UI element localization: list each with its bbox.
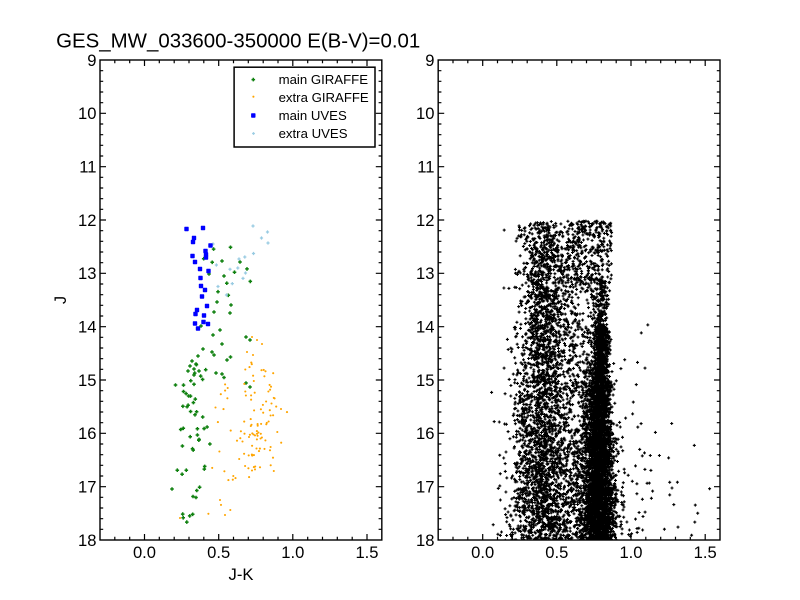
svg-text:12: 12 — [416, 211, 434, 230]
svg-text:11: 11 — [417, 158, 434, 177]
svg-text:1.0: 1.0 — [619, 543, 642, 562]
svg-text:extra UVES: extra UVES — [279, 126, 348, 141]
svg-text:0.0: 0.0 — [133, 543, 156, 562]
svg-text:15: 15 — [78, 371, 96, 390]
svg-text:extra GIRAFFE: extra GIRAFFE — [279, 90, 369, 105]
svg-text:17: 17 — [78, 478, 96, 497]
svg-text:18: 18 — [78, 531, 96, 550]
svg-text:1.5: 1.5 — [355, 543, 378, 562]
svg-text:14: 14 — [416, 318, 434, 337]
svg-text:13: 13 — [78, 264, 96, 283]
svg-text:9: 9 — [87, 51, 96, 70]
svg-text:10: 10 — [78, 104, 96, 123]
svg-text:1.5: 1.5 — [694, 543, 717, 562]
svg-text:0.5: 0.5 — [545, 543, 568, 562]
svg-text:14: 14 — [78, 318, 96, 337]
svg-text:10: 10 — [416, 104, 434, 123]
svg-text:J-K: J-K — [229, 565, 254, 584]
svg-text:J: J — [51, 296, 70, 304]
svg-text:main UVES: main UVES — [279, 108, 347, 123]
svg-text:16: 16 — [416, 424, 434, 443]
svg-text:18: 18 — [416, 531, 434, 550]
svg-text:15: 15 — [416, 371, 434, 390]
svg-text:17: 17 — [416, 478, 434, 497]
svg-text:16: 16 — [78, 424, 96, 443]
svg-text:13: 13 — [416, 264, 434, 283]
svg-text:0.5: 0.5 — [207, 543, 230, 562]
svg-text:11: 11 — [79, 158, 96, 177]
svg-text:GES_MW_033600-350000 E(B-V)=0.: GES_MW_033600-350000 E(B-V)=0.01 — [56, 30, 420, 53]
svg-text:9: 9 — [425, 51, 434, 70]
svg-text:0.0: 0.0 — [471, 543, 494, 562]
svg-text:1.0: 1.0 — [281, 543, 304, 562]
svg-text:12: 12 — [78, 211, 96, 230]
svg-text:main GIRAFFE: main GIRAFFE — [279, 72, 369, 87]
